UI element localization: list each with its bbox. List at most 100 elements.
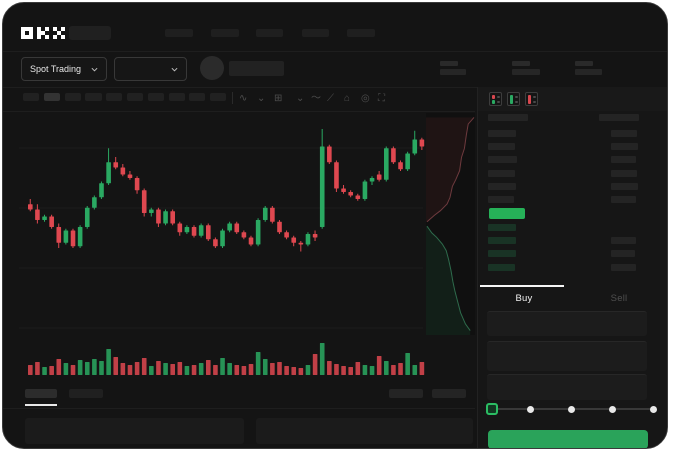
buy-submit-button[interactable] [488, 430, 648, 448]
bottom-action-placeholder[interactable] [432, 389, 466, 398]
settings-icon[interactable]: ◎ [361, 93, 370, 104]
bid-price-placeholder [488, 237, 516, 245]
volume-bar [134, 362, 140, 375]
bid-row[interactable] [478, 237, 667, 245]
line-tool-icon[interactable]: 〜 [311, 93, 321, 104]
timeframe-button[interactable] [127, 93, 143, 101]
device-frame: Spot Trading ∿ ⌄ ⊞ ⌄ 〜 ⟋ ⌂ ◎ ⛶ [2, 2, 668, 449]
nav-item[interactable] [165, 29, 193, 37]
ask-row[interactable] [478, 169, 667, 178]
bid-amount-placeholder [611, 263, 636, 271]
candle-body [319, 146, 325, 227]
bid-price-placeholder [488, 263, 515, 271]
slider-handle[interactable] [486, 403, 498, 415]
timeframe-button[interactable] [210, 93, 227, 101]
volume-bar [42, 367, 47, 375]
volume-bar [220, 358, 225, 375]
ask-price-placeholder [488, 169, 515, 177]
ask-row[interactable] [478, 196, 667, 204]
bottom-tab[interactable] [25, 389, 57, 398]
order-input-placeholder[interactable] [487, 341, 647, 371]
chevron-down-icon [171, 67, 178, 72]
candle-body [177, 223, 183, 233]
nav-item[interactable] [210, 29, 239, 37]
market-type-dropdown[interactable]: Spot Trading [21, 57, 107, 81]
timeframe-button[interactable] [189, 93, 206, 101]
slider-stop-dot[interactable] [568, 406, 575, 413]
chevron-down-icon[interactable]: ⌄ [257, 93, 266, 104]
bid-row[interactable] [478, 224, 667, 232]
volume-bar [291, 367, 297, 375]
timeframe-button[interactable] [85, 93, 103, 101]
market-bar: Spot Trading [3, 51, 667, 87]
ask-row[interactable] [478, 130, 667, 138]
ask-row[interactable] [478, 156, 667, 164]
candle-body [206, 225, 211, 240]
pair-dropdown[interactable] [114, 57, 187, 81]
amount-slider[interactable] [486, 403, 660, 417]
nav-item[interactable] [347, 29, 375, 37]
volume-bar [177, 362, 183, 375]
timeframe-button[interactable] [147, 93, 164, 101]
timeframe-button[interactable] [23, 93, 39, 101]
bid-amount-placeholder [611, 237, 636, 245]
volume-bar [213, 365, 218, 375]
slider-stop-dot[interactable] [527, 406, 534, 413]
okx-logo[interactable] [21, 27, 65, 39]
candle-body [241, 232, 247, 238]
snapshot-icon[interactable]: ⌂ [344, 93, 351, 104]
tab-sell[interactable]: Sell [570, 285, 667, 307]
bottom-tab-active-underline [25, 404, 57, 406]
fullscreen-icon[interactable]: ⛶ [378, 93, 385, 104]
volume-bar [70, 365, 76, 375]
draw-tool-icon[interactable]: ⟋ [327, 93, 334, 104]
chart-type-icon[interactable]: ∿ [239, 93, 248, 104]
volume-bar [362, 365, 368, 375]
bid-price-placeholder [488, 250, 516, 258]
slider-stop-dot[interactable] [609, 406, 616, 413]
timeframe-button[interactable] [106, 93, 123, 101]
slider-stop-dot[interactable] [650, 406, 657, 413]
ask-row[interactable] [478, 182, 667, 191]
timeframe-button[interactable] [43, 93, 60, 101]
indicator-icon[interactable]: ⊞ [274, 93, 283, 104]
volume-bar [341, 366, 346, 375]
bottom-tab[interactable] [69, 389, 103, 398]
volume-bar [262, 359, 268, 375]
book-asks-icon[interactable] [525, 92, 538, 106]
bottom-action-placeholder[interactable] [389, 389, 423, 398]
ask-amount-placeholder [611, 182, 638, 190]
ask-row[interactable] [478, 143, 667, 151]
nav-item[interactable] [301, 29, 329, 37]
candle-body [99, 183, 104, 198]
order-input-placeholder[interactable] [487, 311, 647, 336]
volume-bar [141, 358, 147, 375]
bid-row[interactable] [478, 263, 667, 272]
chevron-down-icon [91, 67, 98, 72]
candle-body [327, 146, 332, 163]
volume-bar [305, 365, 311, 375]
nav-search-placeholder[interactable] [69, 26, 111, 40]
ask-amount-placeholder [611, 196, 636, 203]
price-chart[interactable] [19, 111, 477, 383]
nav-item[interactable] [256, 29, 283, 37]
candle-body [141, 190, 147, 213]
order-input-placeholder[interactable] [487, 374, 647, 400]
timeframe-button[interactable] [168, 93, 185, 101]
book-all-icon[interactable] [489, 92, 502, 106]
candle-body [305, 234, 311, 245]
volume-bar [63, 363, 69, 375]
last-price-block[interactable] [489, 208, 525, 219]
depth-bids-line [426, 225, 471, 331]
book-bids-icon[interactable] [507, 92, 520, 106]
market-stat-value-placeholder [575, 69, 602, 75]
volume-bar [398, 363, 403, 375]
chevron-down-icon[interactable]: ⌄ [296, 93, 305, 104]
volume-bar [312, 354, 318, 375]
tab-buy[interactable]: Buy [478, 285, 570, 307]
bid-row[interactable] [478, 250, 667, 258]
candle-body [248, 237, 254, 245]
timeframe-button[interactable] [64, 93, 81, 101]
ask-price-placeholder [488, 130, 516, 137]
volume-bar [234, 365, 240, 375]
